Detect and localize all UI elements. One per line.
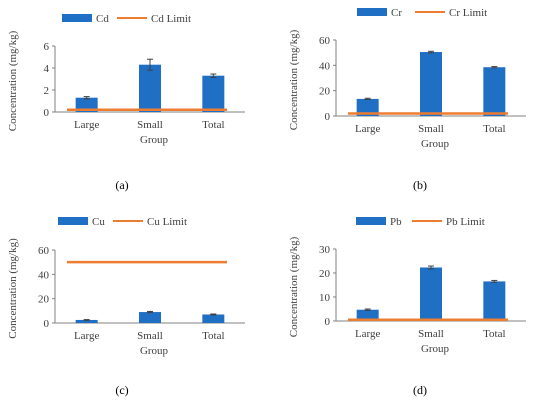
legend-bar-swatch [58,217,88,225]
bar-large [75,97,98,112]
y-tick-label: 20 [319,86,331,98]
y-tick-label: 20 [38,294,50,306]
x-axis-title: Group [421,343,450,355]
y-tick-label: 40 [38,269,50,281]
y-tick-label: 30 [319,244,331,256]
x-tick-label: Large [74,330,100,342]
bar-total [483,67,506,116]
x-tick-label: Total [202,330,224,342]
bar-small [139,312,161,323]
chart-panel-c: 0 20 40 60 Large Small Total Group Concentration… [7,216,245,397]
x-tick-label: Large [355,328,381,340]
y-tick-label: 0 [44,107,50,119]
bar-large [356,98,379,116]
legend-limit-label: Pb Limit [446,216,485,228]
x-tick-label: Total [483,328,505,340]
chart-panel-b: 0 20 40 60 Large Small Total Group Concentration… [288,7,526,192]
y-tick-label: 0 [325,111,331,123]
bar-large [75,319,98,323]
bar-small [139,64,161,112]
legend-bar-swatch [356,217,386,225]
x-axis-title: Group [421,138,450,150]
y-tick-label: 60 [38,245,50,257]
y-axis-title: Concentration (mg/kg) [7,238,19,339]
legend-series-label: Pb [390,216,402,228]
x-tick-label: Large [74,119,100,131]
x-tick-label: Small [418,123,444,135]
chart-panel-a: 0 2 4 6 Large Small Total Group Concentration (m… [7,13,245,192]
bar-total [202,314,225,323]
legend-bar-swatch [357,8,387,16]
x-axis-title: Group [140,345,169,357]
bar-small [420,267,442,321]
x-tick-label: Total [483,123,505,135]
panel-label: (a) [115,178,128,192]
y-tick-label: 2 [44,85,50,97]
y-axis-title: Concentration (mg/kg) [7,30,19,131]
x-tick-label: Small [137,330,163,342]
bar-total [202,75,225,112]
bar-large [356,309,379,321]
bar-total [483,281,506,321]
panel-label: (d) [413,383,427,397]
x-axis-title: Group [140,134,169,146]
y-tick-label: 60 [319,35,331,47]
y-axis-title: Concentration (mg/kg) [288,236,300,337]
panel-label: (b) [413,178,427,192]
x-tick-label: Small [418,328,444,340]
legend-limit-label: Cu Limit [147,216,187,228]
y-tick-label: 10 [319,292,331,304]
x-tick-label: Large [355,123,381,135]
y-axis-title: Concentration (mg/kg) [288,29,300,130]
x-tick-label: Small [137,119,163,131]
y-tick-label: 0 [325,316,331,328]
y-tick-label: 0 [44,318,50,330]
y-tick-label: 40 [319,60,331,72]
legend-series-label: Cu [92,216,105,228]
bar-small [420,52,442,116]
y-tick-label: 20 [319,268,331,280]
legend-limit-label: Cd Limit [151,13,191,25]
panel-label: (c) [115,383,128,397]
legend-limit-label: Cr Limit [449,7,487,19]
legend-series-label: Cr [391,7,402,19]
legend-bar-swatch [62,14,92,22]
y-tick-label: 4 [44,63,50,75]
y-tick-label: 6 [44,41,50,53]
legend-series-label: Cd [96,13,109,25]
chart-panel-d: 0 10 20 30 Large Small Total Group Concentration… [288,216,526,397]
x-tick-label: Total [202,119,224,131]
